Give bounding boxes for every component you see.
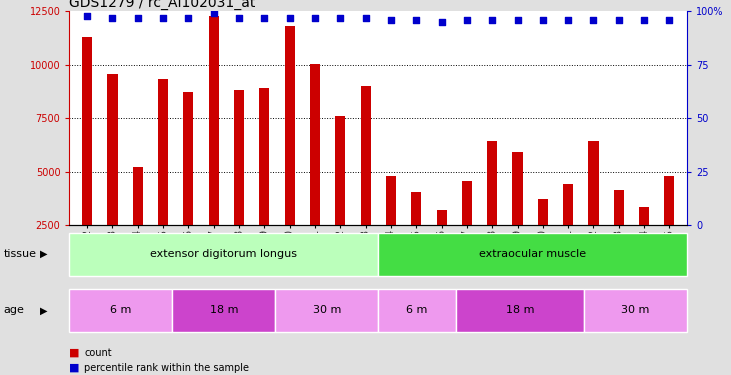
Point <box>638 17 650 23</box>
Bar <box>588 141 599 278</box>
Bar <box>462 181 472 278</box>
Text: 6 m: 6 m <box>110 305 132 315</box>
Text: 6 m: 6 m <box>406 305 428 315</box>
Text: percentile rank within the sample: percentile rank within the sample <box>84 363 249 373</box>
Bar <box>133 167 143 278</box>
Point <box>284 15 295 21</box>
Point <box>107 15 118 21</box>
Bar <box>82 37 92 278</box>
Point <box>562 17 574 23</box>
Bar <box>183 93 194 278</box>
Text: ▶: ▶ <box>40 249 48 259</box>
Bar <box>379 232 687 276</box>
Point <box>309 15 321 21</box>
Bar <box>455 289 584 332</box>
Bar <box>614 190 624 278</box>
Bar <box>208 15 219 278</box>
Bar <box>379 289 455 332</box>
Bar <box>158 79 168 278</box>
Bar <box>664 176 675 278</box>
Bar <box>360 86 371 278</box>
Bar <box>512 152 523 278</box>
Bar <box>69 289 173 332</box>
Text: ■: ■ <box>69 363 80 373</box>
Text: 18 m: 18 m <box>210 305 238 315</box>
Bar <box>436 210 447 278</box>
Point <box>81 12 93 18</box>
Point <box>588 17 599 23</box>
Bar <box>412 192 421 278</box>
Point <box>233 15 245 21</box>
Bar <box>538 200 548 278</box>
Point <box>183 15 194 21</box>
Point <box>132 15 144 21</box>
Bar <box>260 88 270 278</box>
Point <box>410 17 422 23</box>
Point <box>335 15 346 21</box>
Text: 30 m: 30 m <box>313 305 341 315</box>
Bar <box>234 90 244 278</box>
Point <box>157 15 169 21</box>
Bar <box>310 64 320 278</box>
Bar <box>563 184 573 278</box>
Bar <box>336 116 345 278</box>
Text: tissue: tissue <box>4 249 37 259</box>
Bar <box>487 141 497 278</box>
Point <box>360 15 371 21</box>
Point <box>613 17 624 23</box>
Bar <box>284 26 295 278</box>
Point <box>664 17 675 23</box>
Point <box>486 17 498 23</box>
Point <box>436 19 447 25</box>
Point <box>512 17 523 23</box>
Bar <box>639 207 649 278</box>
Bar <box>69 232 379 276</box>
Text: count: count <box>84 348 112 358</box>
Text: extraocular muscle: extraocular muscle <box>479 249 586 259</box>
Point <box>461 17 473 23</box>
Point <box>385 17 397 23</box>
Text: 30 m: 30 m <box>621 305 650 315</box>
Text: ■: ■ <box>69 348 80 358</box>
Bar <box>584 289 687 332</box>
Text: age: age <box>4 305 25 315</box>
Text: 18 m: 18 m <box>506 305 534 315</box>
Bar <box>173 289 276 332</box>
Point <box>208 10 219 16</box>
Bar <box>386 176 396 278</box>
Point <box>537 17 549 23</box>
Text: extensor digitorum longus: extensor digitorum longus <box>151 249 298 259</box>
Bar <box>276 289 379 332</box>
Point <box>259 15 270 21</box>
Text: ▶: ▶ <box>40 305 48 315</box>
Bar <box>107 74 118 278</box>
Text: GDS1279 / rc_AI102031_at: GDS1279 / rc_AI102031_at <box>69 0 256 10</box>
